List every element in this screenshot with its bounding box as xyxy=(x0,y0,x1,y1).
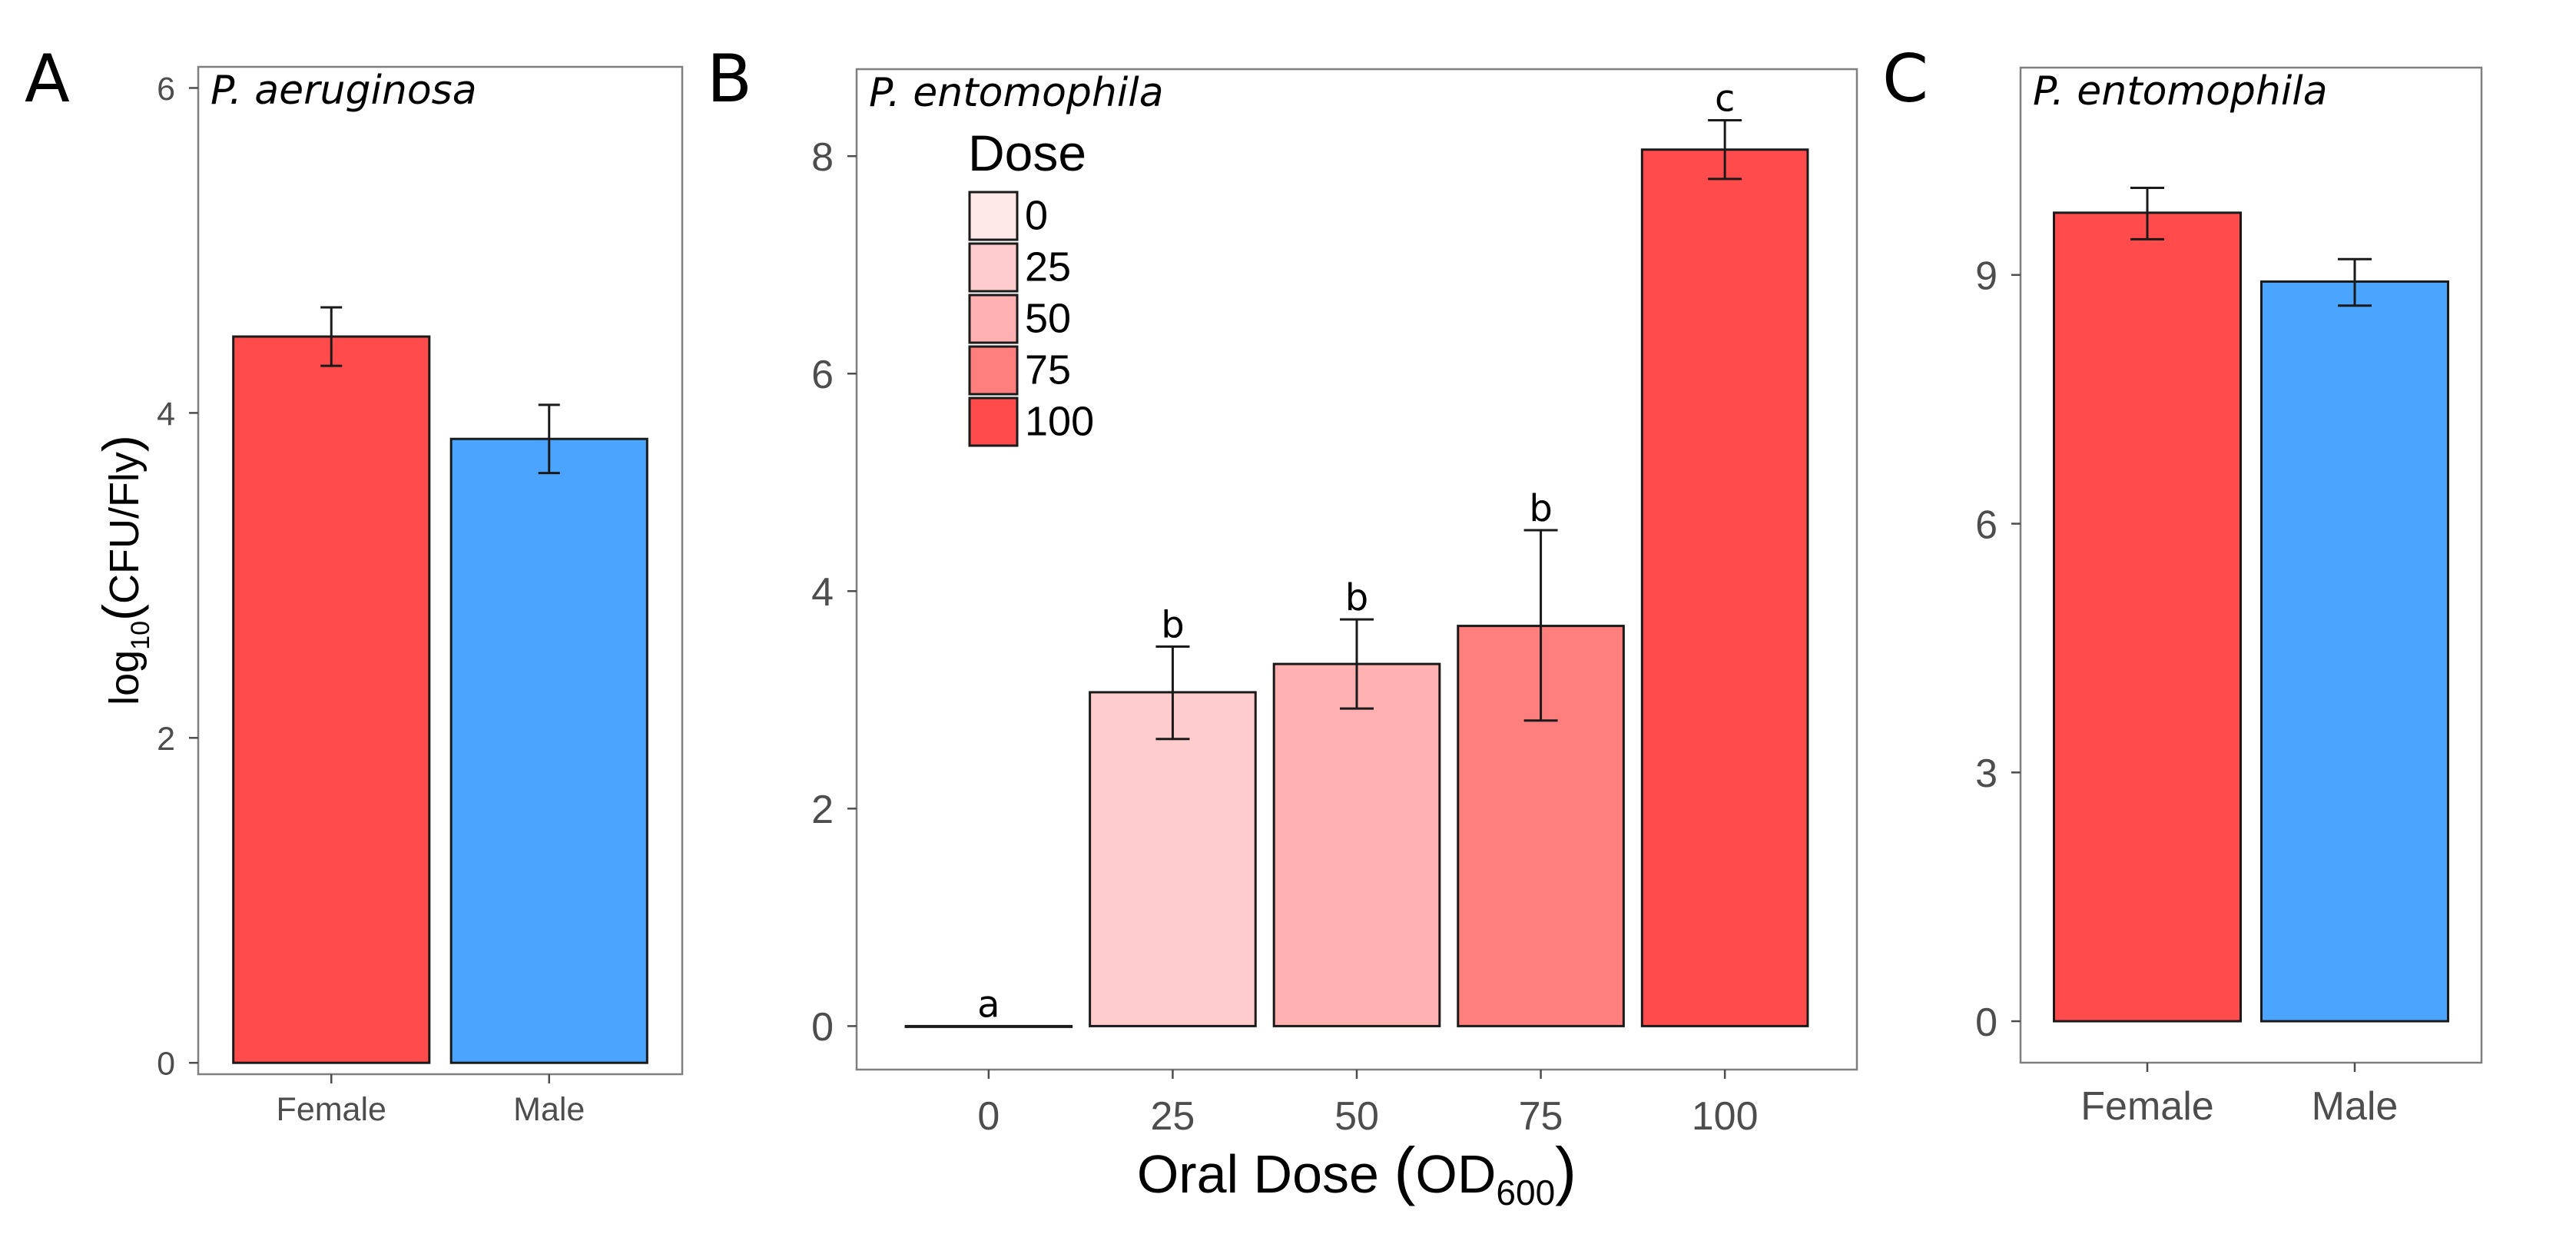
y-tick-label: 0 xyxy=(811,1005,834,1050)
significance-label: b xyxy=(1345,576,1368,619)
y-tick-label: 2 xyxy=(157,721,175,758)
x-axis-title-text: Oral Dose xyxy=(1137,1144,1394,1204)
bar-female xyxy=(232,335,431,1064)
panel-frame xyxy=(197,65,684,1076)
y-tick-label: 6 xyxy=(157,71,175,108)
significance-label: b xyxy=(1161,603,1184,646)
chart-panel-c: 0 3 6 9 Female Male P. entomophila xyxy=(1975,66,2483,1129)
x-tick-label: 100 xyxy=(1692,1094,1759,1139)
bar-25 xyxy=(1089,691,1257,1027)
chart-title: P. entomophila xyxy=(869,70,1164,116)
y-tick-label: 4 xyxy=(811,570,834,615)
x-axis-title-od: OD xyxy=(1415,1144,1496,1204)
bar-0 xyxy=(904,1024,1073,1028)
x-tick-label: 25 xyxy=(1151,1094,1195,1139)
significance-label: b xyxy=(1529,487,1552,530)
y-axis-title-subscript: 10 xyxy=(126,621,155,650)
y-tick-label: 0 xyxy=(1975,1000,1997,1045)
y-tick-label: 8 xyxy=(811,135,834,180)
x-tick-label: Female xyxy=(2080,1084,2213,1129)
legend-label: 25 xyxy=(1025,244,1071,290)
chart-title: P. entomophila xyxy=(2033,68,2328,114)
y-tick-label: 3 xyxy=(1975,751,1997,796)
y-axis-title-body: CFU/Fly xyxy=(101,452,148,604)
x-axis-title-subscript: 600 xyxy=(1496,1173,1555,1213)
panel-letter-a: A xyxy=(25,41,70,118)
x-axis-title-paren-open: ( xyxy=(1394,1134,1415,1206)
x-tick-label: Male xyxy=(513,1091,585,1128)
legend-label: 75 xyxy=(1025,347,1071,393)
chart-panel-a: 0 2 4 6 Female Male P. aeruginosa log10(CFU/Fly… xyxy=(92,65,684,1128)
panel-letter-c: C xyxy=(1882,41,1928,118)
y-tick-label: 6 xyxy=(1975,503,1997,547)
y-axis-title: log10(CFU/Fly) xyxy=(92,435,155,705)
panel-frame xyxy=(2019,66,2483,1064)
y-axis-title-paren-close: ) xyxy=(92,435,149,452)
bar-100 xyxy=(1640,148,1809,1027)
legend-label: 50 xyxy=(1025,295,1071,341)
legend-swatch xyxy=(968,242,1019,293)
bar-male xyxy=(449,437,648,1064)
y-tick-label: 6 xyxy=(811,353,834,397)
chart-title: P. aeruginosa xyxy=(211,68,477,114)
y-tick-label: 9 xyxy=(1975,254,1997,299)
x-axis-title: Oral Dose (OD600) xyxy=(1137,1134,1576,1213)
panel-letter-b: B xyxy=(707,41,752,118)
significance-label: a xyxy=(977,983,1000,1026)
legend-swatch xyxy=(968,191,1019,241)
x-tick-label: 75 xyxy=(1519,1094,1563,1139)
legend-swatch xyxy=(968,294,1019,344)
chart-panel-b: a b b b c 0 2 4 6 8 0 25 50 75 100 P. entomophila Oral D… xyxy=(811,68,1858,1213)
significance-label: c xyxy=(1715,78,1735,121)
y-axis-title-paren-open: ( xyxy=(92,604,149,621)
x-tick-label: Female xyxy=(277,1091,386,1128)
bar-50 xyxy=(1272,662,1441,1027)
x-tick-label: Male xyxy=(2312,1084,2399,1129)
x-axis-title-paren-close: ) xyxy=(1555,1134,1576,1206)
bar-female xyxy=(2053,211,2242,1023)
legend-swatch xyxy=(968,396,1019,447)
legend-swatch xyxy=(968,345,1019,396)
y-tick-label: 2 xyxy=(811,788,834,832)
legend-label: 100 xyxy=(1025,398,1094,444)
y-tick-label: 0 xyxy=(157,1046,175,1083)
y-tick-label: 4 xyxy=(157,396,175,433)
y-axis-title-log: log xyxy=(101,650,148,705)
bar-male xyxy=(2260,280,2449,1023)
x-tick-label: 50 xyxy=(1334,1094,1379,1139)
legend-title: Dose xyxy=(968,124,1086,181)
legend-label: 0 xyxy=(1025,192,1048,238)
x-tick-label: 0 xyxy=(977,1094,1000,1139)
